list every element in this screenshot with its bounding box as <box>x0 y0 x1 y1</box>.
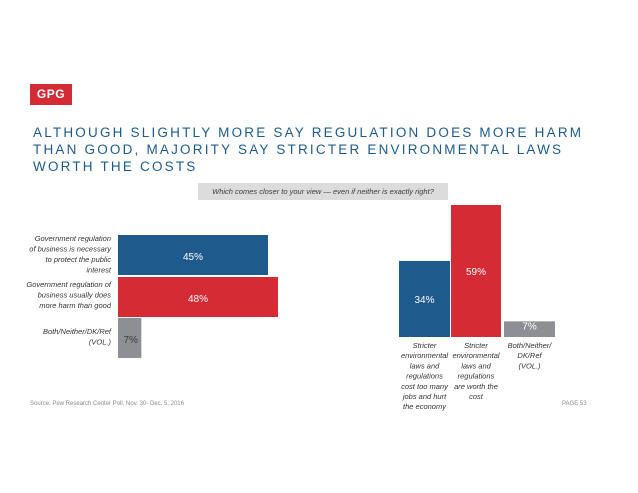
hbar-category-label-1-line-2: of business is necessary <box>29 245 112 254</box>
title-line-2: THAN GOOD, MAJORITY SAY STRICTER ENVIRON… <box>33 142 564 157</box>
hbar-value-label-1: 45% <box>183 252 203 263</box>
vbar-category-label-1-line-4: regulations <box>406 372 443 381</box>
hbar-category-label-2-line-2: business usually does <box>38 291 112 300</box>
vbar-category-label-2-line-5: are worth the <box>454 382 498 391</box>
hbar-category-label-3-line-1: Both/Neither/DK/Ref <box>43 327 112 336</box>
vbar-category-label-2-line-4: regulations <box>458 372 495 381</box>
vbar-category-label-1-line-2: environmental <box>401 351 448 360</box>
title-line-1: ALTHOUGH SLIGHTLY MORE SAY REGULATION DO… <box>33 125 584 140</box>
hbar-category-label-1-line-1: Government regulation <box>35 234 111 243</box>
hbar-category-label-1-line-3: to protect the public <box>46 255 112 264</box>
gpg-logo: GPG <box>30 84 72 105</box>
vbar-value-label-2: 59% <box>466 267 486 278</box>
vbar-category-label-2-line-1: Stricter <box>464 341 488 350</box>
vbar-category-label-2-line-6: cost <box>469 392 484 401</box>
vbar-category-label-1-line-5: cost too many <box>401 382 449 391</box>
vbar-category-label-2-line-3: laws and <box>461 361 491 370</box>
vbar-value-label-1: 34% <box>414 295 434 306</box>
hbar-category-label-1-line-4: interest <box>86 266 112 275</box>
hbar-value-label-3: 7% <box>123 335 138 346</box>
hbar-1 <box>118 235 268 275</box>
vbar-category-label-3-line-3: (VOL.) <box>518 361 541 370</box>
vbar-value-label-3: 7% <box>522 321 537 332</box>
vbar-category-label-3-line-2: DK/Ref <box>517 351 542 360</box>
title-line-3: WORTH THE COSTS <box>33 159 198 174</box>
vbar-category-label-2-line-2: environmental <box>452 351 499 360</box>
hbar-category-label-3-line-2: (VOL.) <box>89 338 112 347</box>
source-note: Source: Pew Research Center Poll, Nov. 3… <box>30 401 184 407</box>
hbar-category-label-2-line-3: more harm than good <box>39 301 112 310</box>
vbar-category-label-3-line-1: Both/Neither/ <box>508 341 553 350</box>
vbar-2 <box>451 205 501 337</box>
hbar-2 <box>118 277 278 317</box>
vbar-1 <box>399 260 450 337</box>
hbar-3 <box>118 318 142 358</box>
page-number: PAGE 53 <box>562 401 587 407</box>
vbar-category-label-1-line-1: Stricter <box>413 341 437 350</box>
vbar-category-label-1-line-7: the economy <box>403 402 447 411</box>
survey-question: Which comes closer to your view — even i… <box>198 183 448 200</box>
hbar-value-label-2: 48% <box>188 294 208 305</box>
vbar-category-label-1-line-3: laws and <box>410 361 440 370</box>
vbar-category-label-1-line-6: jobs and hurt <box>402 392 447 401</box>
vbar-3 <box>504 321 555 337</box>
hbar-category-label-2-line-1: Government regulation of <box>26 280 112 289</box>
slide-title: ALTHOUGH SLIGHTLY MORE SAY REGULATION DO… <box>33 124 623 175</box>
